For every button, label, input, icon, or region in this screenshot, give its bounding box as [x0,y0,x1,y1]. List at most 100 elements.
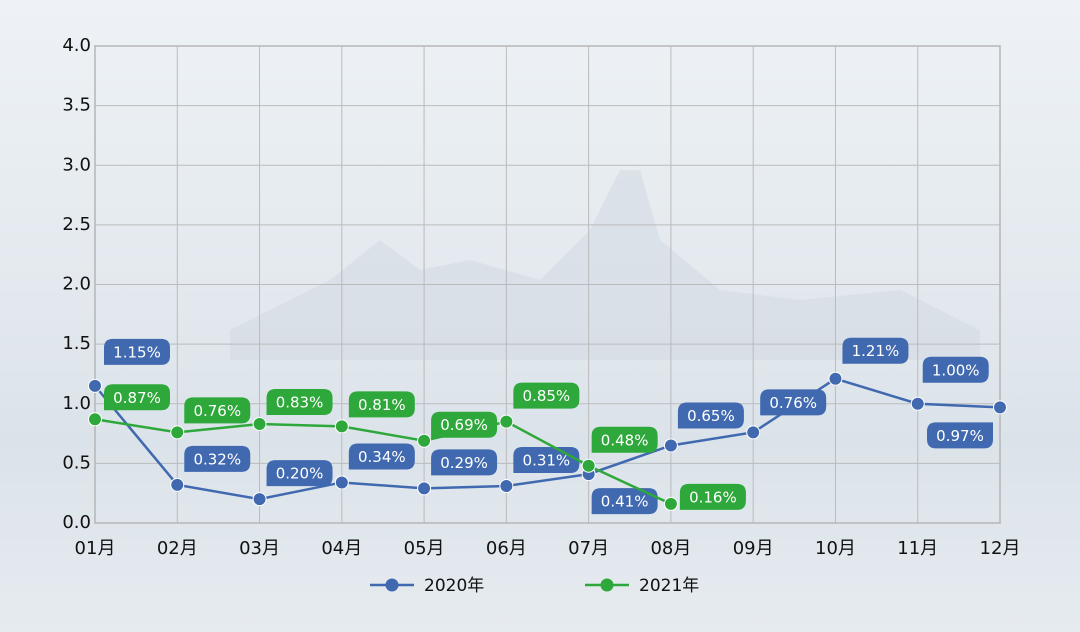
x-tick-label: 05月 [404,538,445,559]
data-label-text: 1.15% [113,343,161,361]
x-tick-label: 04月 [321,538,362,559]
data-label: 0.31% [513,447,580,474]
data-label-box [922,356,989,383]
data-label: 0.41% [591,488,658,515]
y-tick-label: 0.0 [62,512,91,533]
y-tick-label: 1.5 [62,333,91,354]
data-label-box [591,488,658,515]
data-point [417,433,432,448]
data-label: 0.69% [431,411,498,438]
data-label: 0.34% [348,443,415,470]
data-label: 0.16% [679,483,746,510]
data-label: 1.00% [922,356,989,383]
x-tick-label: 02月 [157,538,198,559]
data-point [499,479,514,494]
data-label-box [679,483,746,510]
x-tick-label: 06月 [486,538,527,559]
legend-label: 2021年 [639,576,699,596]
y-tick-label: 3.0 [62,154,91,175]
data-label-box [184,445,251,472]
data-label-text: 0.76% [769,394,817,412]
data-point [746,425,761,440]
data-label-text: 1.21% [852,342,900,360]
data-label: 1.15% [104,338,170,365]
legend-marker [600,578,614,592]
data-label-box [266,460,333,487]
data-point [170,425,185,440]
data-label: 0.76% [760,389,827,416]
data-label-box [431,449,498,476]
y-tick-label: 2.5 [62,214,91,235]
y-tick-label: 0.5 [62,452,91,473]
data-label-text: 0.20% [276,465,324,483]
data-label-text: 0.16% [689,488,737,506]
data-label: 0.48% [591,426,658,453]
x-tick-label: 10月 [815,538,856,559]
data-label-text: 0.76% [193,402,241,420]
data-label-box [104,384,170,411]
data-label-box [184,397,251,424]
data-label-text: 0.85% [523,387,571,405]
data-label-text: 0.41% [601,493,649,511]
data-label-text: 0.31% [523,452,571,470]
data-label-box [591,426,658,453]
x-tick-label: 07月 [568,538,609,559]
legend-label: 2020年 [424,576,484,596]
grid [94,45,1001,524]
data-label-text: 0.83% [276,394,324,412]
data-label: 1.21% [842,337,909,364]
data-label-box [760,389,827,416]
x-tick-label: 11月 [897,538,938,559]
data-point [910,396,925,411]
data-label: 0.85% [513,382,580,409]
x-tick-label: 08月 [650,538,691,559]
data-point [581,458,596,473]
data-point [334,419,349,434]
y-tick-label: 3.5 [62,95,91,116]
data-label-text: 0.32% [193,450,241,468]
data-label-box [266,389,333,416]
data-label: 0.29% [431,449,498,476]
y-tick-label: 1.0 [62,393,91,414]
x-tick-label: 12月 [980,538,1021,559]
data-label: 0.32% [184,445,251,472]
data-label-text: 0.87% [113,389,161,407]
data-label-box [677,402,744,429]
data-point [663,496,678,511]
data-label-box [927,422,993,449]
data-label-text: 0.48% [601,431,649,449]
data-label: 0.76% [184,397,251,424]
x-tick-label: 03月 [239,538,280,559]
data-label-box [842,337,909,364]
data-label: 0.87% [104,384,170,411]
data-point [417,481,432,496]
data-point [88,378,102,393]
data-label-box [348,391,415,418]
data-label-text: 0.69% [440,416,488,434]
y-tick-label: 2.0 [62,274,91,295]
data-point [499,414,514,429]
data-label: 0.65% [677,402,744,429]
legend-marker [385,578,399,592]
x-tick-label: 09月 [733,538,774,559]
series-line [94,377,1001,501]
data-label: 0.97% [927,422,993,449]
series-line [94,418,672,506]
data-label: 0.83% [266,389,333,416]
data-label-box [348,443,415,470]
data-point [252,417,267,432]
data-label-box [431,411,498,438]
y-tick-label: 4.0 [62,35,91,56]
legend-item: 2021年 [585,576,699,596]
data-label-text: 0.65% [687,407,735,425]
data-point [334,475,349,490]
data-point [252,492,267,507]
data-point [993,400,1007,415]
data-label-text: 1.00% [932,361,980,379]
data-label-text: 0.97% [936,427,984,445]
data-point [828,371,843,386]
x-tick-label: 01月 [75,538,116,559]
data-label: 0.20% [266,460,333,487]
data-label-text: 0.34% [358,448,406,466]
